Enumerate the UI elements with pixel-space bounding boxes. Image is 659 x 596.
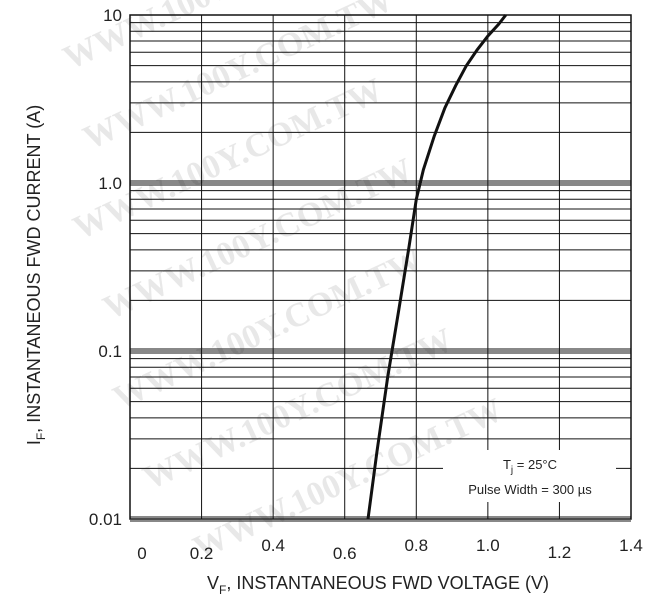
x-axis-title: VF, INSTANTANEOUS FWD VOLTAGE (V): [207, 573, 549, 596]
plot-frame: [129, 14, 632, 520]
x-tick-label: 1.2: [548, 543, 572, 562]
x-axis-title-rest: , INSTANTANEOUS FWD VOLTAGE (V): [226, 573, 549, 593]
legend-background: [443, 450, 616, 502]
y-tick-labels: 0.01 0.1 1.0 10: [89, 6, 122, 529]
x-tick-label: 0.8: [404, 536, 428, 555]
legend-pulse-width: Pulse Width = 300 µs: [468, 482, 592, 497]
legend-condition: Tj = 25°C: [503, 457, 557, 476]
y-axis-title-sub: F: [34, 433, 48, 440]
y-axis-title-rest: , INSTANTANEOUS FWD CURRENT (A): [24, 105, 44, 433]
watermark-layer: WWW.100Y.COM.TWWWW.100Y.COM.TWWWW.100Y.C…: [58, 0, 509, 567]
x-tick-label: 1.4: [619, 536, 643, 555]
series-line: [366, 14, 507, 520]
x-tick-label: 0.4: [261, 536, 285, 555]
y-tick-label: 10: [103, 6, 122, 25]
y-axis-title: IF, INSTANTANEOUS FWD CURRENT (A): [24, 105, 48, 445]
legend-box: Tj = 25°C Pulse Width = 300 µs: [443, 450, 616, 502]
grid: [129, 14, 632, 522]
x-tick-label: 0.6: [333, 544, 357, 563]
x-axis-title-main: V: [207, 573, 219, 593]
legend-condition-sub: j: [510, 465, 513, 476]
x-tick-label: 0.2: [190, 544, 214, 563]
y-tick-label: 1.0: [98, 174, 122, 193]
legend-condition-main: T: [503, 457, 511, 472]
y-tick-label: 0.01: [89, 510, 122, 529]
x-tick-label: 0: [137, 544, 146, 563]
x-tick-labels: 0 0.2 0.4 0.6 0.8 1.0 1.2 1.4: [137, 536, 643, 563]
x-axis-title-sub: F: [219, 583, 226, 596]
y-tick-label: 0.1: [98, 342, 122, 361]
x-tick-label: 1.0: [476, 536, 500, 555]
y-axis-title-main: I: [24, 440, 44, 445]
legend-condition-rest: = 25°C: [513, 457, 557, 472]
